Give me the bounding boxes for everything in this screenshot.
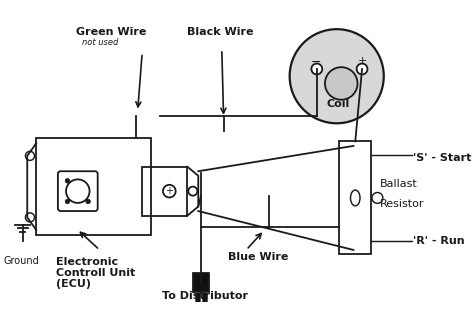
Circle shape — [65, 178, 70, 183]
Text: (ECU): (ECU) — [56, 279, 91, 289]
Text: Blue Wire: Blue Wire — [228, 252, 289, 262]
Circle shape — [65, 199, 70, 204]
Text: −: − — [310, 56, 321, 69]
Text: Controll Unit: Controll Unit — [56, 268, 136, 278]
Text: To Distributor: To Distributor — [162, 291, 247, 301]
Text: Ground: Ground — [3, 256, 39, 266]
Text: Resistor: Resistor — [380, 198, 425, 209]
Text: Coil: Coil — [327, 99, 350, 109]
Text: Black Wire: Black Wire — [187, 27, 254, 37]
Circle shape — [356, 64, 367, 74]
Text: Ballast: Ballast — [380, 179, 418, 189]
Circle shape — [290, 29, 384, 123]
Text: not used: not used — [82, 38, 118, 47]
Bar — [195, 293, 200, 301]
Bar — [339, 141, 371, 255]
Text: Electronic: Electronic — [56, 257, 118, 267]
Bar — [193, 273, 209, 293]
Bar — [202, 293, 207, 301]
Circle shape — [86, 199, 91, 204]
Circle shape — [311, 64, 322, 74]
Text: +: + — [165, 186, 173, 196]
Text: 'R' - Run: 'R' - Run — [413, 236, 465, 246]
Circle shape — [325, 67, 357, 100]
Text: Green Wire: Green Wire — [76, 27, 146, 37]
Bar — [36, 138, 151, 236]
Text: +: + — [357, 56, 367, 66]
Text: 'S' - Start: 'S' - Start — [413, 153, 471, 163]
Bar — [142, 167, 187, 216]
